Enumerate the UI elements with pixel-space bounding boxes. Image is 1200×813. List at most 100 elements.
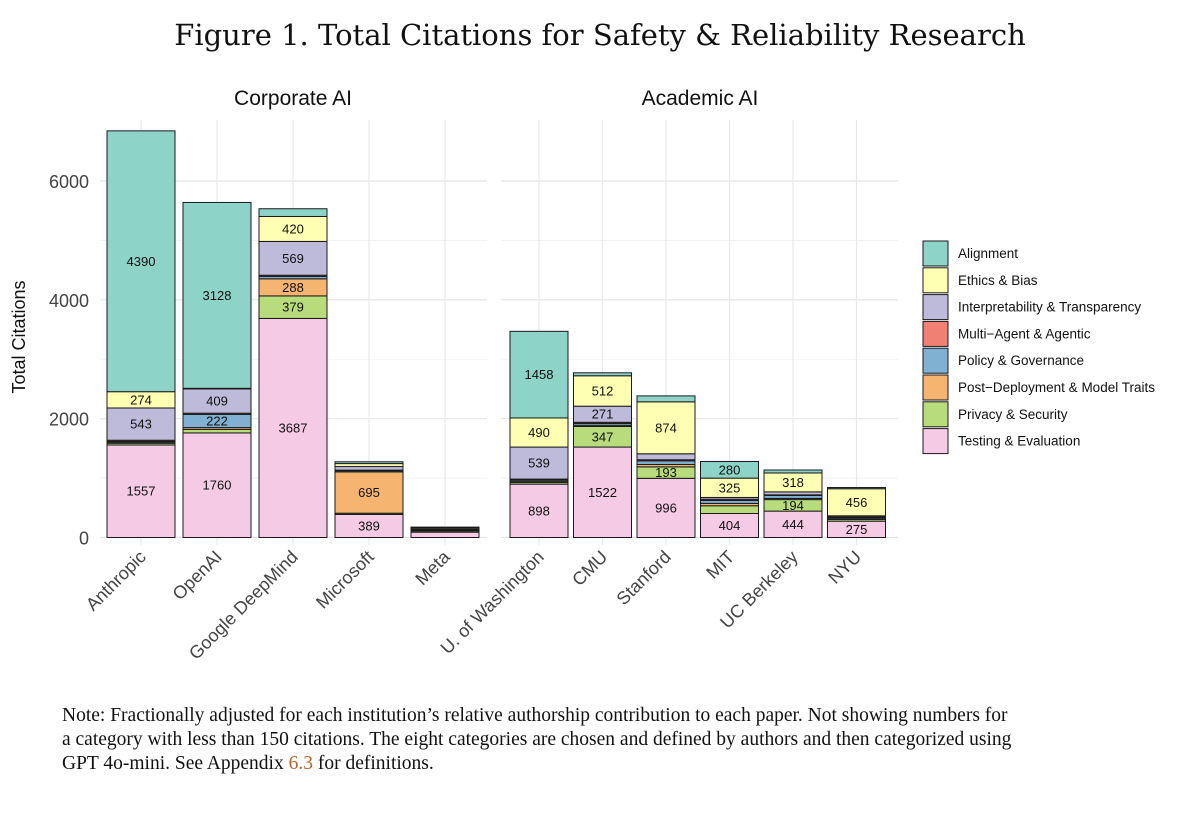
data-label: 409 xyxy=(206,394,228,409)
bar-anthropic-interpretability-transparency xyxy=(106,407,176,441)
note-line-2: a category with less than 150 citations.… xyxy=(62,729,1012,750)
x-tick-label: Stanford xyxy=(613,547,675,609)
bar-microsoft-post-deployment-model-traits xyxy=(334,471,404,514)
bar-u-of-washington-ethics-bias xyxy=(509,417,569,448)
bar-u-of-washington-testing-evaluation xyxy=(509,483,569,538)
bar-stanford-policy-governance xyxy=(636,460,696,465)
bar-openai-privacy-security xyxy=(182,428,252,434)
bar-cmu-alignment xyxy=(573,372,632,377)
bar-uc-berkeley-alignment xyxy=(763,469,823,474)
legend-label-multi-agent-agentic: Multi−Agent & Agentic xyxy=(958,326,1091,341)
note-line-3-post: for definitions. xyxy=(312,753,434,774)
note-line-1: Note: Fractionally adjusted for each ins… xyxy=(62,705,1008,726)
figure-title: Figure 1. Total Citations for Safety & R… xyxy=(174,18,1026,52)
legend-swatch-ethics-bias xyxy=(922,267,949,294)
data-label: 274 xyxy=(130,392,152,407)
x-tick-label: Anthropic xyxy=(82,547,150,615)
data-label: 996 xyxy=(655,500,677,515)
y-tick-label: 6000 xyxy=(49,172,89,192)
data-label: 389 xyxy=(358,518,380,533)
data-label: 490 xyxy=(528,425,550,440)
data-label: 194 xyxy=(782,498,804,513)
legend-label-ethics-bias: Ethics & Bias xyxy=(958,273,1038,288)
x-tick-label: NYU xyxy=(824,547,865,588)
legend-label-interpretability-transparency: Interpretability & Transparency xyxy=(958,300,1141,315)
data-label: 420 xyxy=(282,221,304,236)
data-label: 288 xyxy=(282,280,304,295)
x-tick-label: Microsoft xyxy=(312,547,378,613)
bar-nyu-alignment xyxy=(827,487,886,490)
panel-title-academic-ai: Academic AI xyxy=(642,87,759,110)
data-label: 4390 xyxy=(127,254,156,269)
legend-label-post-deployment-model-traits: Post−Deployment & Model Traits xyxy=(958,380,1155,395)
data-label: 1557 xyxy=(127,484,156,499)
bar-meta-testing-evaluation xyxy=(410,531,480,539)
y-tick-label: 4000 xyxy=(49,291,89,311)
data-label: 539 xyxy=(528,456,550,471)
data-label: 569 xyxy=(282,251,304,266)
bar-mit-testing-evaluation xyxy=(700,512,759,538)
data-label: 898 xyxy=(528,503,550,518)
data-label: 275 xyxy=(846,522,868,537)
bar-u-of-washington-interpretability-transparency xyxy=(509,446,569,480)
data-label: 325 xyxy=(719,480,741,495)
data-label: 874 xyxy=(655,420,677,435)
bar-cmu-ethics-bias xyxy=(573,375,632,407)
x-tick-label: MIT xyxy=(702,547,738,583)
x-tick-label: CMU xyxy=(568,547,611,590)
legend-label-privacy-security: Privacy & Security xyxy=(958,407,1068,422)
data-label: 3687 xyxy=(279,420,308,435)
bar-google-deepmind-alignment xyxy=(258,208,328,217)
bar-nyu-ethics-bias xyxy=(827,488,886,517)
bar-anthropic-testing-evaluation xyxy=(106,444,176,538)
figure-note: Note: Fractionally adjusted for each ins… xyxy=(62,704,1142,776)
data-label: 318 xyxy=(782,475,804,490)
legend-swatch-alignment xyxy=(922,240,949,267)
data-label: 1522 xyxy=(588,485,617,500)
bar-openai-testing-evaluation xyxy=(182,432,252,538)
bar-meta-alignment xyxy=(410,526,480,529)
x-tick-label: OpenAI xyxy=(169,547,226,604)
bar-google-deepmind-testing-evaluation xyxy=(258,317,328,538)
y-axis-title: Total Citations xyxy=(9,280,29,393)
data-label: 280 xyxy=(719,462,741,477)
legend-label-policy-governance: Policy & Governance xyxy=(958,353,1084,368)
data-label: 456 xyxy=(846,495,868,510)
data-label: 222 xyxy=(206,413,228,428)
bar-stanford-interpretability-transparency xyxy=(636,453,696,461)
y-tick-label: 0 xyxy=(79,529,89,549)
legend-label-testing-evaluation: Testing & Evaluation xyxy=(958,434,1080,449)
x-tick-label: U. of Washington xyxy=(437,547,548,658)
bar-stanford-alignment xyxy=(636,395,696,403)
legend-swatch-post-deployment-model-traits xyxy=(922,374,949,401)
data-label: 404 xyxy=(719,518,741,533)
data-label: 1458 xyxy=(525,367,554,382)
legend-label-alignment: Alignment xyxy=(958,246,1018,261)
data-label: 193 xyxy=(655,465,677,480)
data-label: 1760 xyxy=(203,478,232,493)
bar-cmu-testing-evaluation xyxy=(573,446,632,539)
data-label: 444 xyxy=(782,517,804,532)
appendix-link[interactable]: 6.3 xyxy=(288,753,313,774)
bar-microsoft-alignment xyxy=(334,461,404,465)
bar-mit-alignment xyxy=(700,461,759,479)
bar-google-deepmind-ethics-bias xyxy=(258,215,328,242)
legend-swatch-privacy-security xyxy=(922,401,949,428)
legend-swatch-multi-agent-agentic xyxy=(922,320,949,347)
stacked-bar-chart: Total Citations 0 2000 4000 6000 Corporate AI… xyxy=(9,87,1155,663)
data-label: 379 xyxy=(282,300,304,315)
bar-mit-privacy-security xyxy=(700,505,759,514)
note-line-3-pre: GPT 4o-mini. See Appendix xyxy=(62,753,289,774)
bar-stanford-ethics-bias xyxy=(636,401,696,455)
legend-swatch-interpretability-transparency xyxy=(922,294,949,321)
panel-title-corporate-ai: Corporate AI xyxy=(234,87,352,110)
bar-openai-alignment xyxy=(182,201,252,389)
bar-uc-berkeley-testing-evaluation xyxy=(763,510,823,538)
legend-swatch-policy-governance xyxy=(922,347,949,374)
data-label: 543 xyxy=(130,417,152,432)
bar-microsoft-interpretability-transparency xyxy=(334,466,404,471)
data-label: 695 xyxy=(358,485,380,500)
data-label: 512 xyxy=(592,383,614,398)
data-label: 271 xyxy=(592,407,614,422)
legend-swatch-testing-evaluation xyxy=(922,428,949,455)
